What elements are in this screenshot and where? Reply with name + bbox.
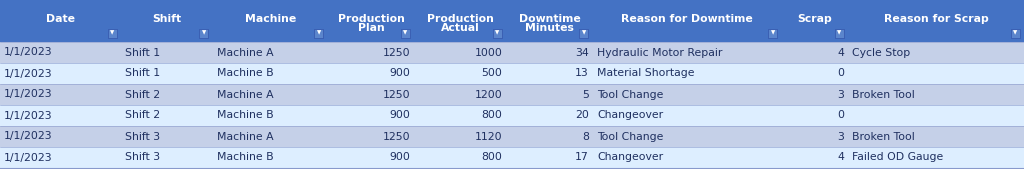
Text: 900: 900 — [389, 152, 411, 163]
Text: Shift 2: Shift 2 — [125, 111, 161, 120]
Text: Shift 3: Shift 3 — [125, 152, 161, 163]
Text: 1/1/2023: 1/1/2023 — [4, 152, 52, 163]
Text: Machine A: Machine A — [217, 131, 273, 141]
FancyBboxPatch shape — [768, 29, 777, 38]
Text: 1250: 1250 — [383, 131, 411, 141]
Text: 500: 500 — [481, 68, 502, 78]
Text: ▼: ▼ — [316, 30, 321, 35]
Text: Shift 2: Shift 2 — [125, 90, 161, 100]
FancyBboxPatch shape — [1011, 29, 1020, 38]
Text: Downtime: Downtime — [519, 14, 581, 24]
FancyBboxPatch shape — [200, 29, 209, 38]
Text: 4: 4 — [838, 47, 844, 57]
Text: 1000: 1000 — [474, 47, 502, 57]
Text: Broken Tool: Broken Tool — [852, 90, 914, 100]
Text: Shift 1: Shift 1 — [125, 47, 161, 57]
Text: 17: 17 — [575, 152, 589, 163]
Text: 800: 800 — [481, 152, 502, 163]
Text: Production: Production — [338, 14, 404, 24]
Text: 5: 5 — [582, 90, 589, 100]
Text: Reason for Scrap: Reason for Scrap — [884, 14, 988, 24]
Text: Minutes: Minutes — [525, 23, 574, 33]
Text: ▼: ▼ — [403, 30, 408, 35]
Text: Production: Production — [427, 14, 494, 24]
Bar — [0, 42, 1024, 63]
Text: 3: 3 — [838, 131, 844, 141]
Text: ▼: ▼ — [1013, 30, 1017, 35]
Text: 3: 3 — [838, 90, 844, 100]
Text: 1/1/2023: 1/1/2023 — [4, 111, 52, 120]
Text: Hydraulic Motor Repair: Hydraulic Motor Repair — [597, 47, 722, 57]
FancyBboxPatch shape — [835, 29, 844, 38]
Text: 1250: 1250 — [383, 47, 411, 57]
Text: Changeover: Changeover — [597, 111, 664, 120]
Text: Shift 1: Shift 1 — [125, 68, 161, 78]
Text: 800: 800 — [481, 111, 502, 120]
FancyBboxPatch shape — [580, 29, 589, 38]
Text: 8: 8 — [582, 131, 589, 141]
Text: Tool Change: Tool Change — [597, 90, 664, 100]
Text: 900: 900 — [389, 68, 411, 78]
Bar — [0, 147, 1024, 168]
FancyBboxPatch shape — [108, 29, 117, 38]
Text: 1200: 1200 — [474, 90, 502, 100]
Text: Machine: Machine — [245, 14, 296, 24]
Bar — [0, 105, 1024, 126]
Text: 1/1/2023: 1/1/2023 — [4, 47, 52, 57]
Text: Machine A: Machine A — [217, 90, 273, 100]
Text: Machine A: Machine A — [217, 47, 273, 57]
FancyBboxPatch shape — [401, 29, 410, 38]
Text: 20: 20 — [575, 111, 589, 120]
Text: 1/1/2023: 1/1/2023 — [4, 68, 52, 78]
Text: ▼: ▼ — [496, 30, 500, 35]
Text: Plan: Plan — [357, 23, 384, 33]
Text: Material Shortage: Material Shortage — [597, 68, 694, 78]
Text: 1/1/2023: 1/1/2023 — [4, 131, 52, 141]
Text: 0: 0 — [837, 68, 844, 78]
Text: 1120: 1120 — [475, 131, 502, 141]
Bar — [0, 84, 1024, 105]
Text: Tool Change: Tool Change — [597, 131, 664, 141]
Text: 4: 4 — [838, 152, 844, 163]
Text: Shift 3: Shift 3 — [125, 131, 161, 141]
Text: ▼: ▼ — [202, 30, 206, 35]
Text: 34: 34 — [575, 47, 589, 57]
Text: 0: 0 — [837, 111, 844, 120]
Text: Reason for Downtime: Reason for Downtime — [622, 14, 754, 24]
Text: ▼: ▼ — [837, 30, 841, 35]
Bar — [0, 126, 1024, 147]
Text: 13: 13 — [575, 68, 589, 78]
Text: Cycle Stop: Cycle Stop — [852, 47, 910, 57]
FancyBboxPatch shape — [493, 29, 502, 38]
Text: Failed OD Gauge: Failed OD Gauge — [852, 152, 943, 163]
Text: 1250: 1250 — [383, 90, 411, 100]
Text: Machine B: Machine B — [217, 68, 273, 78]
Text: Scrap: Scrap — [798, 14, 833, 24]
Text: 900: 900 — [389, 111, 411, 120]
Text: Broken Tool: Broken Tool — [852, 131, 914, 141]
Text: Changeover: Changeover — [597, 152, 664, 163]
Text: ▼: ▼ — [582, 30, 586, 35]
Bar — [0, 63, 1024, 84]
Text: ▼: ▼ — [771, 30, 775, 35]
Text: Shift: Shift — [153, 14, 181, 24]
Text: Date: Date — [46, 14, 75, 24]
Text: 1/1/2023: 1/1/2023 — [4, 90, 52, 100]
Text: Machine B: Machine B — [217, 152, 273, 163]
FancyBboxPatch shape — [314, 29, 324, 38]
Text: ▼: ▼ — [110, 30, 115, 35]
Bar — [0, 0, 1024, 42]
Text: Actual: Actual — [441, 23, 479, 33]
Text: Machine B: Machine B — [217, 111, 273, 120]
